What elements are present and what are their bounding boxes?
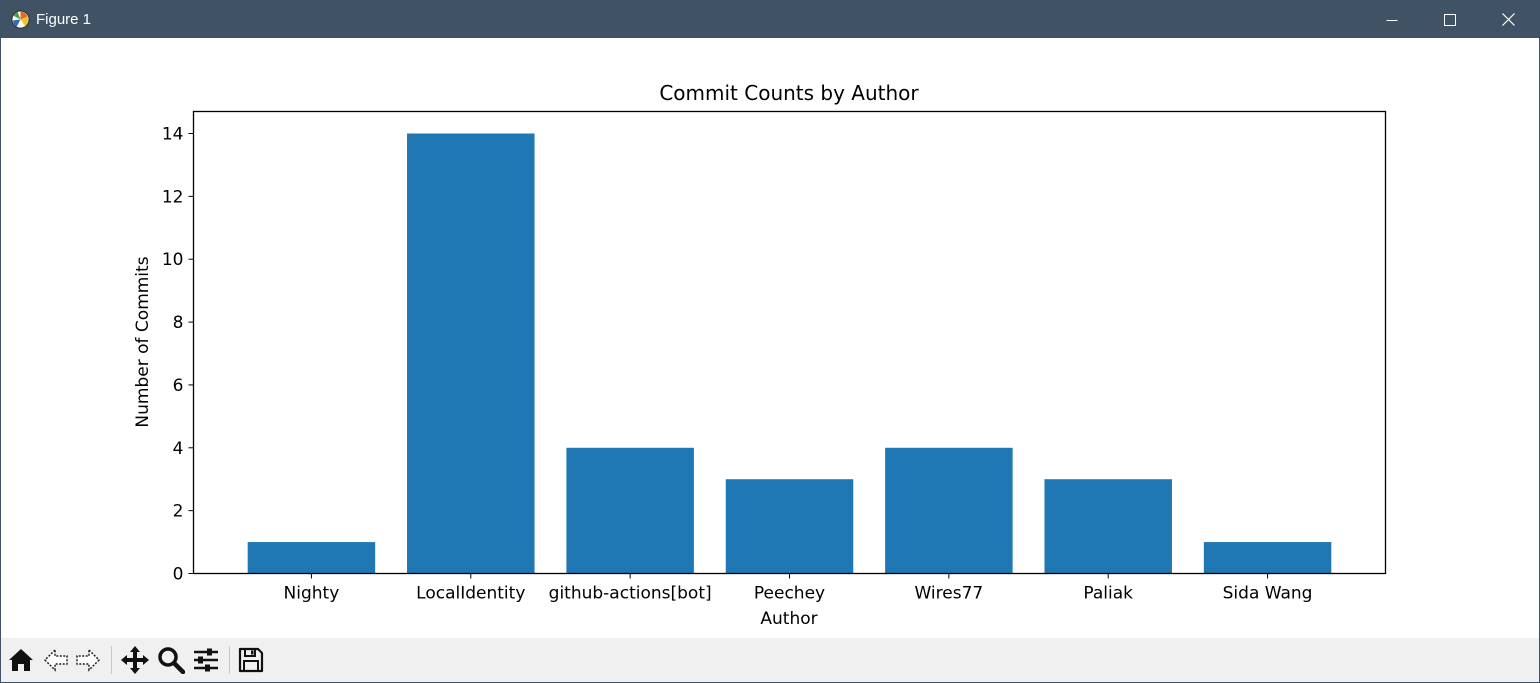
y-tick-label: 6 [173,376,184,396]
bar-peechey [725,479,854,574]
close-icon [1501,13,1515,26]
bar-sida-wang [1203,542,1332,574]
y-tick-label: 12 [162,187,184,207]
home-icon [9,649,33,671]
bar-nighty [247,542,376,574]
zoom-button[interactable] [155,644,187,676]
x-tick-label: Sida Wang [1223,584,1313,604]
save-icon [238,647,264,673]
toolbar-separator [111,646,112,674]
y-axis-label: Number of Commits [133,256,153,427]
chart-title: Commit Counts by Author [659,81,919,105]
x-tick-label: Peechey [754,584,825,604]
back-arrow-icon [43,648,68,672]
y-tick-label: 10 [162,250,184,270]
y-tick-label: 4 [173,439,184,459]
close-button[interactable] [1479,1,1537,38]
x-axis-label: Author [760,609,817,629]
bar-github-actions-bot [566,447,694,574]
back-button[interactable] [40,644,72,676]
x-tick-label: LocalIdentity [416,584,525,604]
pan-icon [121,646,149,674]
toolbar-separator [229,646,230,674]
x-tick-label: Nighty [284,584,340,604]
navigation-toolbar [1,638,1539,682]
x-tick-label: Paliak [1083,584,1133,604]
bar-chart: Commit Counts by Author 0 2 4 6 8 10 12 14 Nigh… [133,81,1387,629]
bar-paliak [1044,479,1172,574]
bar-wires77 [885,447,1013,574]
minimize-icon [1386,19,1398,21]
x-tick-label: Wires77 [914,584,983,604]
save-button[interactable] [235,644,267,676]
home-button[interactable] [5,644,37,676]
plot-canvas[interactable]: Commit Counts by Author 0 2 4 6 8 10 12 14 Nigh… [1,38,1539,638]
configure-subplots-icon [194,648,218,672]
matplotlib-logo-icon [11,10,30,29]
y-tick-label: 2 [173,502,184,522]
bar-localidentity [407,133,535,574]
minimize-button[interactable] [1363,1,1421,38]
title-bar: Figure 1 [1,1,1539,38]
y-tick-label: 8 [173,313,184,333]
maximize-button[interactable] [1421,1,1479,38]
zoom-icon [158,647,185,674]
x-tick-label: github-actions[bot] [549,584,712,604]
maximize-icon [1444,13,1456,26]
y-tick-label: 14 [162,125,184,145]
pan-button[interactable] [119,644,151,676]
forward-arrow-icon [76,648,101,672]
y-tick-label: 0 [173,565,184,585]
window-title: Figure 1 [36,11,92,28]
forward-button[interactable] [72,644,104,676]
configure-subplots-button[interactable] [190,644,222,676]
